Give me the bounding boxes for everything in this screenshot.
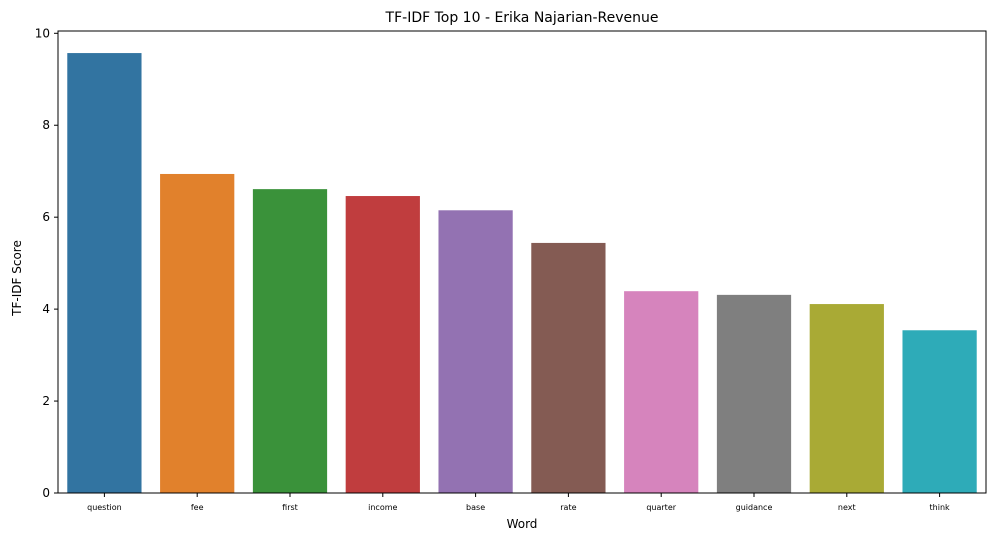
y-axis: 0 2 4 6 8 10 bbox=[35, 26, 58, 500]
x-axis-label: Word bbox=[507, 517, 538, 531]
bar-rate bbox=[531, 242, 606, 493]
y-tick-label: 0 bbox=[42, 486, 50, 500]
bar-base bbox=[438, 210, 513, 494]
plot-frame bbox=[57, 30, 987, 494]
y-tick-label: 4 bbox=[42, 302, 50, 316]
y-tick-label: 2 bbox=[42, 394, 50, 408]
x-tick-label: base bbox=[466, 503, 485, 512]
y-tick-label: 6 bbox=[42, 210, 50, 224]
x-axis: question fee first income base rate quarter gui… bbox=[87, 493, 950, 512]
bar-first bbox=[252, 189, 328, 493]
y-tick-label: 8 bbox=[42, 118, 50, 132]
bar-next bbox=[809, 304, 884, 493]
bar-think bbox=[902, 330, 977, 493]
x-tick-label: next bbox=[838, 503, 856, 512]
x-tick-label: rate bbox=[560, 503, 576, 512]
x-tick-label: think bbox=[930, 503, 951, 512]
x-tick-label: first bbox=[282, 503, 298, 512]
x-tick-label: fee bbox=[191, 503, 204, 512]
y-tick-label: 10 bbox=[35, 26, 50, 40]
bar-fee bbox=[160, 173, 235, 493]
y-axis-label: TF-IDF Score bbox=[10, 240, 24, 317]
bar-guidance bbox=[716, 294, 792, 493]
bar-question bbox=[67, 53, 142, 493]
x-tick-label: income bbox=[368, 503, 397, 512]
bar-income bbox=[345, 196, 420, 493]
bars-group bbox=[67, 53, 977, 494]
x-tick-label: question bbox=[87, 503, 122, 512]
x-tick-label: quarter bbox=[646, 503, 676, 512]
chart-title: TF-IDF Top 10 - Erika Najarian-Revenue bbox=[385, 10, 659, 26]
x-tick-label: guidance bbox=[736, 503, 773, 512]
bar-quarter bbox=[624, 291, 699, 493]
